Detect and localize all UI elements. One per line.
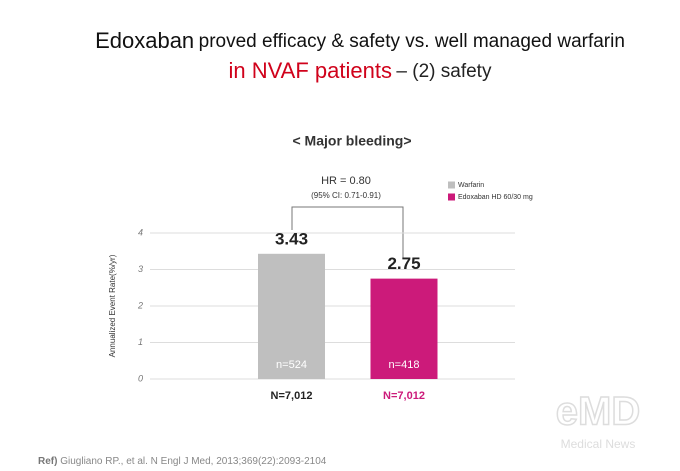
y-tick-label: 1 <box>138 337 143 347</box>
value-label: 2.75 <box>387 254 420 273</box>
x-tick-label: N=7,012 <box>383 390 425 402</box>
legend-label: Warfarin <box>458 182 484 189</box>
watermark-text: Medical News <box>561 437 636 451</box>
bar <box>370 278 438 379</box>
slide-title-line2: in NVAF patients – (2) safety <box>229 58 492 83</box>
title-rest: proved efficacy & safety vs. well manage… <box>199 31 625 52</box>
y-tick-label: 4 <box>138 227 143 237</box>
reference: Ref) Giugliano RP., et al. N Engl J Med,… <box>38 456 327 467</box>
hr-annotation: HR = 0.80 <box>321 175 371 187</box>
watermark-logo: eMD <box>556 390 640 434</box>
ci-annotation: (95% CI: 0.71-0.91) <box>311 191 381 200</box>
title-drug: Edoxaban <box>95 28 194 53</box>
ref-tag: Ref) <box>38 456 57 467</box>
value-label: 3.43 <box>275 229 308 248</box>
legend-swatch <box>448 193 455 201</box>
legend-swatch <box>448 181 455 189</box>
sample-label: n=524 <box>276 359 307 371</box>
y-tick-label: 3 <box>138 264 143 274</box>
legend-label: Edoxaban HD 60/30 mg <box>458 194 533 201</box>
ref-text: Giugliano RP., et al. N Engl J Med, 2013… <box>60 456 327 467</box>
chart-title: < Major bleeding> <box>292 133 411 149</box>
title-population: in NVAF patients <box>229 58 392 83</box>
x-tick-label: N=7,012 <box>271 390 313 402</box>
y-tick-label: 2 <box>137 300 143 310</box>
title-part: – (2) safety <box>396 61 492 82</box>
y-axis-label: Annualized Event Rate(%/yr) <box>108 254 117 357</box>
sample-label: n=418 <box>389 359 420 371</box>
y-tick-label: 0 <box>138 373 143 383</box>
slide-title-line1: Edoxaban proved efficacy & safety vs. we… <box>95 28 625 53</box>
bar <box>258 253 325 379</box>
